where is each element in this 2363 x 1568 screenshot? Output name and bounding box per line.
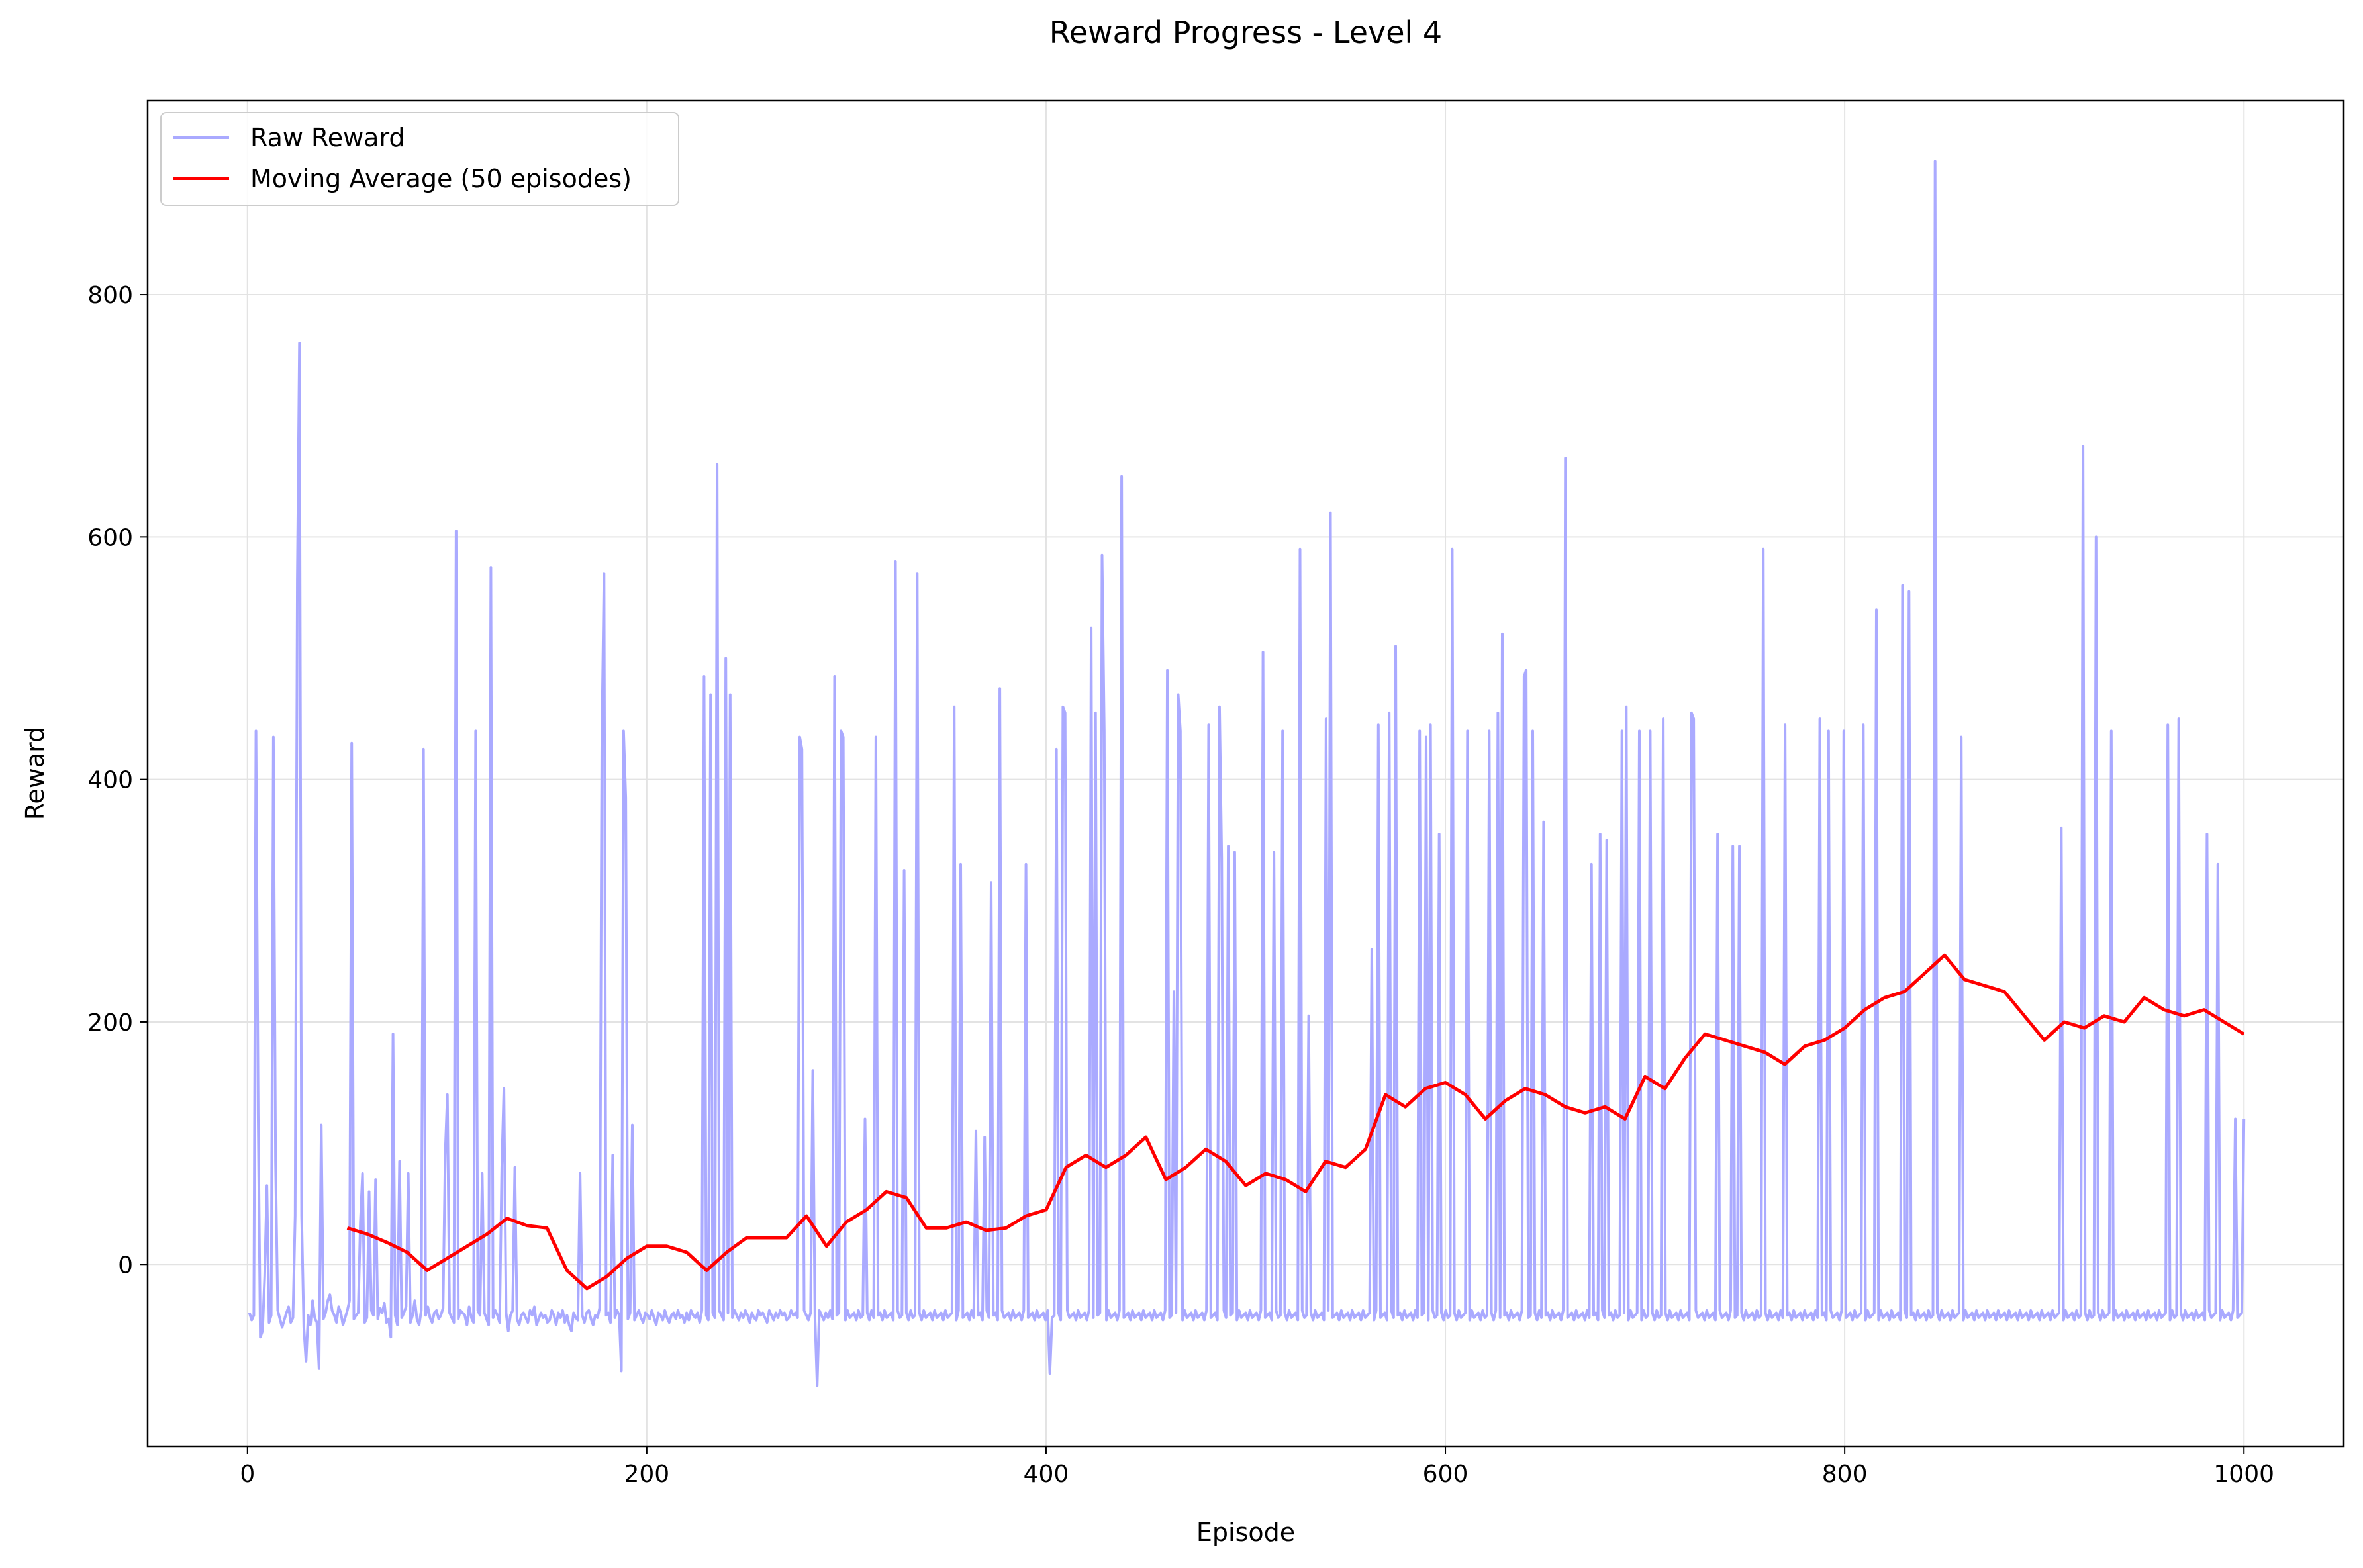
y-tick-label: 200 [87, 1009, 133, 1037]
legend: Raw Reward Moving Average (50 episodes) [160, 112, 679, 206]
chart-title: Reward Progress - Level 4 [1049, 15, 1442, 50]
y-tick-label: 0 [118, 1252, 133, 1279]
y-tick-label: 800 [87, 282, 133, 309]
x-axis-label: Episode [1196, 1518, 1295, 1547]
y-tick-label: 600 [87, 524, 133, 551]
x-tick-label: 0 [240, 1461, 255, 1488]
x-tick-label: 600 [1423, 1461, 1469, 1488]
legend-label-moving-average: Moving Average (50 episodes) [250, 164, 632, 193]
x-tick-label: 400 [1024, 1461, 1069, 1488]
legend-label-raw-reward: Raw Reward [250, 123, 405, 152]
raw-reward-series [248, 160, 2246, 1387]
y-tick-label: 400 [87, 767, 133, 794]
x-axis-ticks: 0 200 400 600 800 1000 [240, 1446, 2274, 1488]
y-axis-ticks: 0 200 400 600 800 [87, 282, 148, 1279]
y-axis-label: Reward [21, 727, 50, 821]
grid-lines [148, 101, 2344, 1446]
x-tick-label: 1000 [2213, 1461, 2274, 1488]
legend-box [160, 112, 679, 206]
plot-area-frame [146, 99, 2345, 1448]
moving-average-line [346, 953, 2245, 1291]
moving-average-series [346, 953, 2245, 1291]
x-tick-label: 800 [1822, 1461, 1868, 1488]
x-tick-label: 200 [624, 1461, 670, 1488]
raw-reward-line [248, 160, 2246, 1387]
